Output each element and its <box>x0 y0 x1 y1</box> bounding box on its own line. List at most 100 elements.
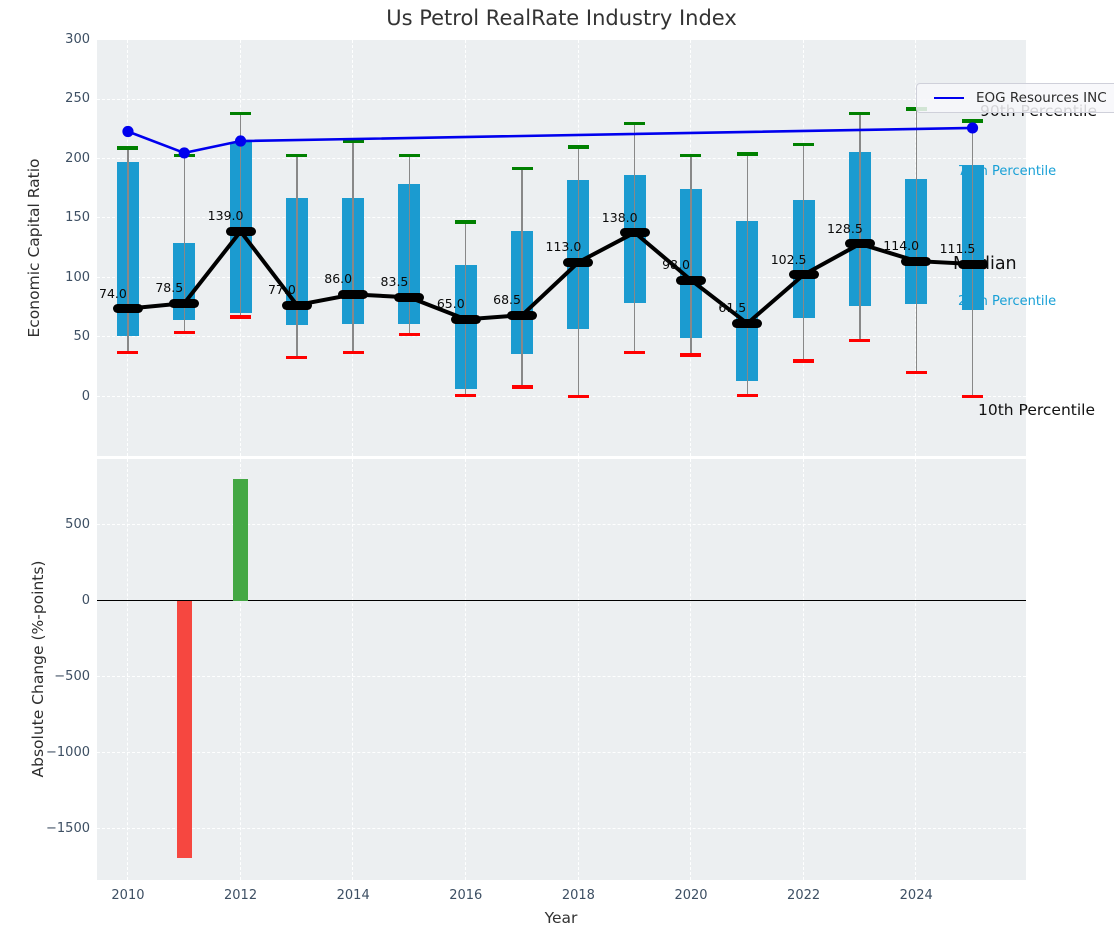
cap-90th-percentile <box>117 146 139 150</box>
eog-data-point <box>966 122 979 134</box>
bottom-y-tick-label: −1000 <box>46 745 90 761</box>
top-y-tick-label: 100 <box>65 269 90 285</box>
median-marker <box>507 310 538 320</box>
top-y-axis-label: Economic Capital Ratio <box>25 158 43 338</box>
whisker-line <box>690 155 692 355</box>
median-marker <box>788 270 819 280</box>
h-gridline <box>97 524 1026 526</box>
median-marker <box>169 298 200 308</box>
top-y-tick-label: 0 <box>81 388 90 404</box>
x-tick-label: 2022 <box>787 888 821 903</box>
cap-90th-percentile <box>342 139 364 143</box>
cap-90th-percentile <box>680 153 702 157</box>
h-gridline <box>97 676 1026 678</box>
whisker-line <box>408 155 411 335</box>
whisker-line <box>183 155 185 333</box>
median-value-label: 128.5 <box>826 220 863 236</box>
cap-90th-percentile <box>567 145 589 149</box>
cap-10th-percentile <box>286 355 308 360</box>
top-plot-area: EOG Resources INC 90th Percentile75th Pe… <box>97 40 1114 456</box>
median-value-label: 102.5 <box>770 251 807 267</box>
median-value-label: 61.5 <box>718 300 747 316</box>
h-gridline <box>97 752 1026 754</box>
median-value-label: 114.0 <box>883 238 920 254</box>
eog-resources-line <box>127 126 973 155</box>
eog-data-point <box>178 147 190 159</box>
cap-90th-percentile <box>624 121 646 125</box>
cap-90th-percentile <box>455 220 477 224</box>
median-value-label: 68.5 <box>493 292 521 308</box>
line-layer <box>122 122 979 327</box>
cap-10th-percentile <box>736 393 758 398</box>
cap-10th-percentile <box>342 350 364 355</box>
cap-90th-percentile <box>736 152 758 156</box>
cap-10th-percentile <box>117 350 139 355</box>
median-marker <box>675 275 706 285</box>
median-marker <box>112 304 143 314</box>
cap-90th-percentile <box>398 153 420 157</box>
cap-90th-percentile <box>962 119 983 123</box>
x-tick-label: 2016 <box>449 888 483 903</box>
median-value-label: 111.5 <box>939 241 976 257</box>
v-gridline <box>915 459 917 880</box>
v-gridline <box>352 459 354 880</box>
median-value-label: 113.0 <box>545 239 582 255</box>
bottom-plot-area <box>97 459 1026 880</box>
median-marker <box>338 289 369 299</box>
cap-10th-percentile <box>680 353 702 357</box>
x-tick-label: 2020 <box>674 888 708 903</box>
median-marker <box>957 259 988 269</box>
eog-data-point <box>234 135 247 147</box>
top-y-tick-label: 250 <box>65 91 90 107</box>
cap-90th-percentile <box>230 111 252 116</box>
cap-10th-percentile <box>793 359 815 363</box>
top-y-tick-label: 50 <box>73 329 90 345</box>
whisker-line <box>746 154 748 396</box>
median-marker <box>901 256 932 266</box>
cap-90th-percentile <box>793 142 815 147</box>
zero-line <box>97 600 1026 602</box>
eog-data-point <box>122 125 134 138</box>
cap-10th-percentile <box>624 350 646 355</box>
bottom-y-tick-label: 500 <box>65 517 90 533</box>
legend-label: EOG Resources INC <box>976 90 1107 106</box>
top-y-tick-label: 150 <box>65 210 90 226</box>
median-value-label: 86.0 <box>324 271 353 287</box>
cap-10th-percentile <box>567 394 589 399</box>
v-gridline <box>239 459 241 880</box>
x-axis-label: Year <box>544 909 578 927</box>
whisker-line <box>915 108 917 373</box>
x-tick-label: 2014 <box>336 888 370 903</box>
cap-10th-percentile <box>230 315 252 319</box>
cap-10th-percentile <box>455 393 477 398</box>
whisker-line <box>465 221 467 396</box>
percentile-annotation: 10th Percentile <box>978 401 1096 419</box>
h-gridline <box>97 336 1026 338</box>
h-gridline <box>97 395 1026 397</box>
cap-90th-percentile <box>511 166 533 171</box>
whisker-line <box>127 148 129 353</box>
whisker-line <box>521 168 523 388</box>
cap-10th-percentile <box>849 339 871 343</box>
median-value-label: 77.0 <box>267 282 296 298</box>
whisker-line <box>633 123 636 353</box>
median-line <box>127 228 973 327</box>
change-bar-2011 <box>176 601 192 858</box>
whisker-line <box>971 120 974 397</box>
median-marker <box>732 318 763 328</box>
chart-title: Us Petrol RealRate Industry Index <box>386 6 737 30</box>
bottom-y-tick-label: −500 <box>54 669 90 685</box>
whisker-line <box>296 155 298 358</box>
legend: EOG Resources INC <box>916 83 1114 113</box>
median-marker <box>563 257 594 267</box>
x-tick-label: 2018 <box>561 888 595 903</box>
median-marker <box>619 228 650 238</box>
whisker-line <box>859 113 861 341</box>
change-bar-2012 <box>233 478 249 602</box>
bottom-y-tick-label: 0 <box>81 593 90 609</box>
x-tick-label: 2010 <box>111 888 145 903</box>
whisker-line <box>577 146 580 397</box>
h-gridline <box>97 98 1026 100</box>
cap-10th-percentile <box>398 333 420 337</box>
